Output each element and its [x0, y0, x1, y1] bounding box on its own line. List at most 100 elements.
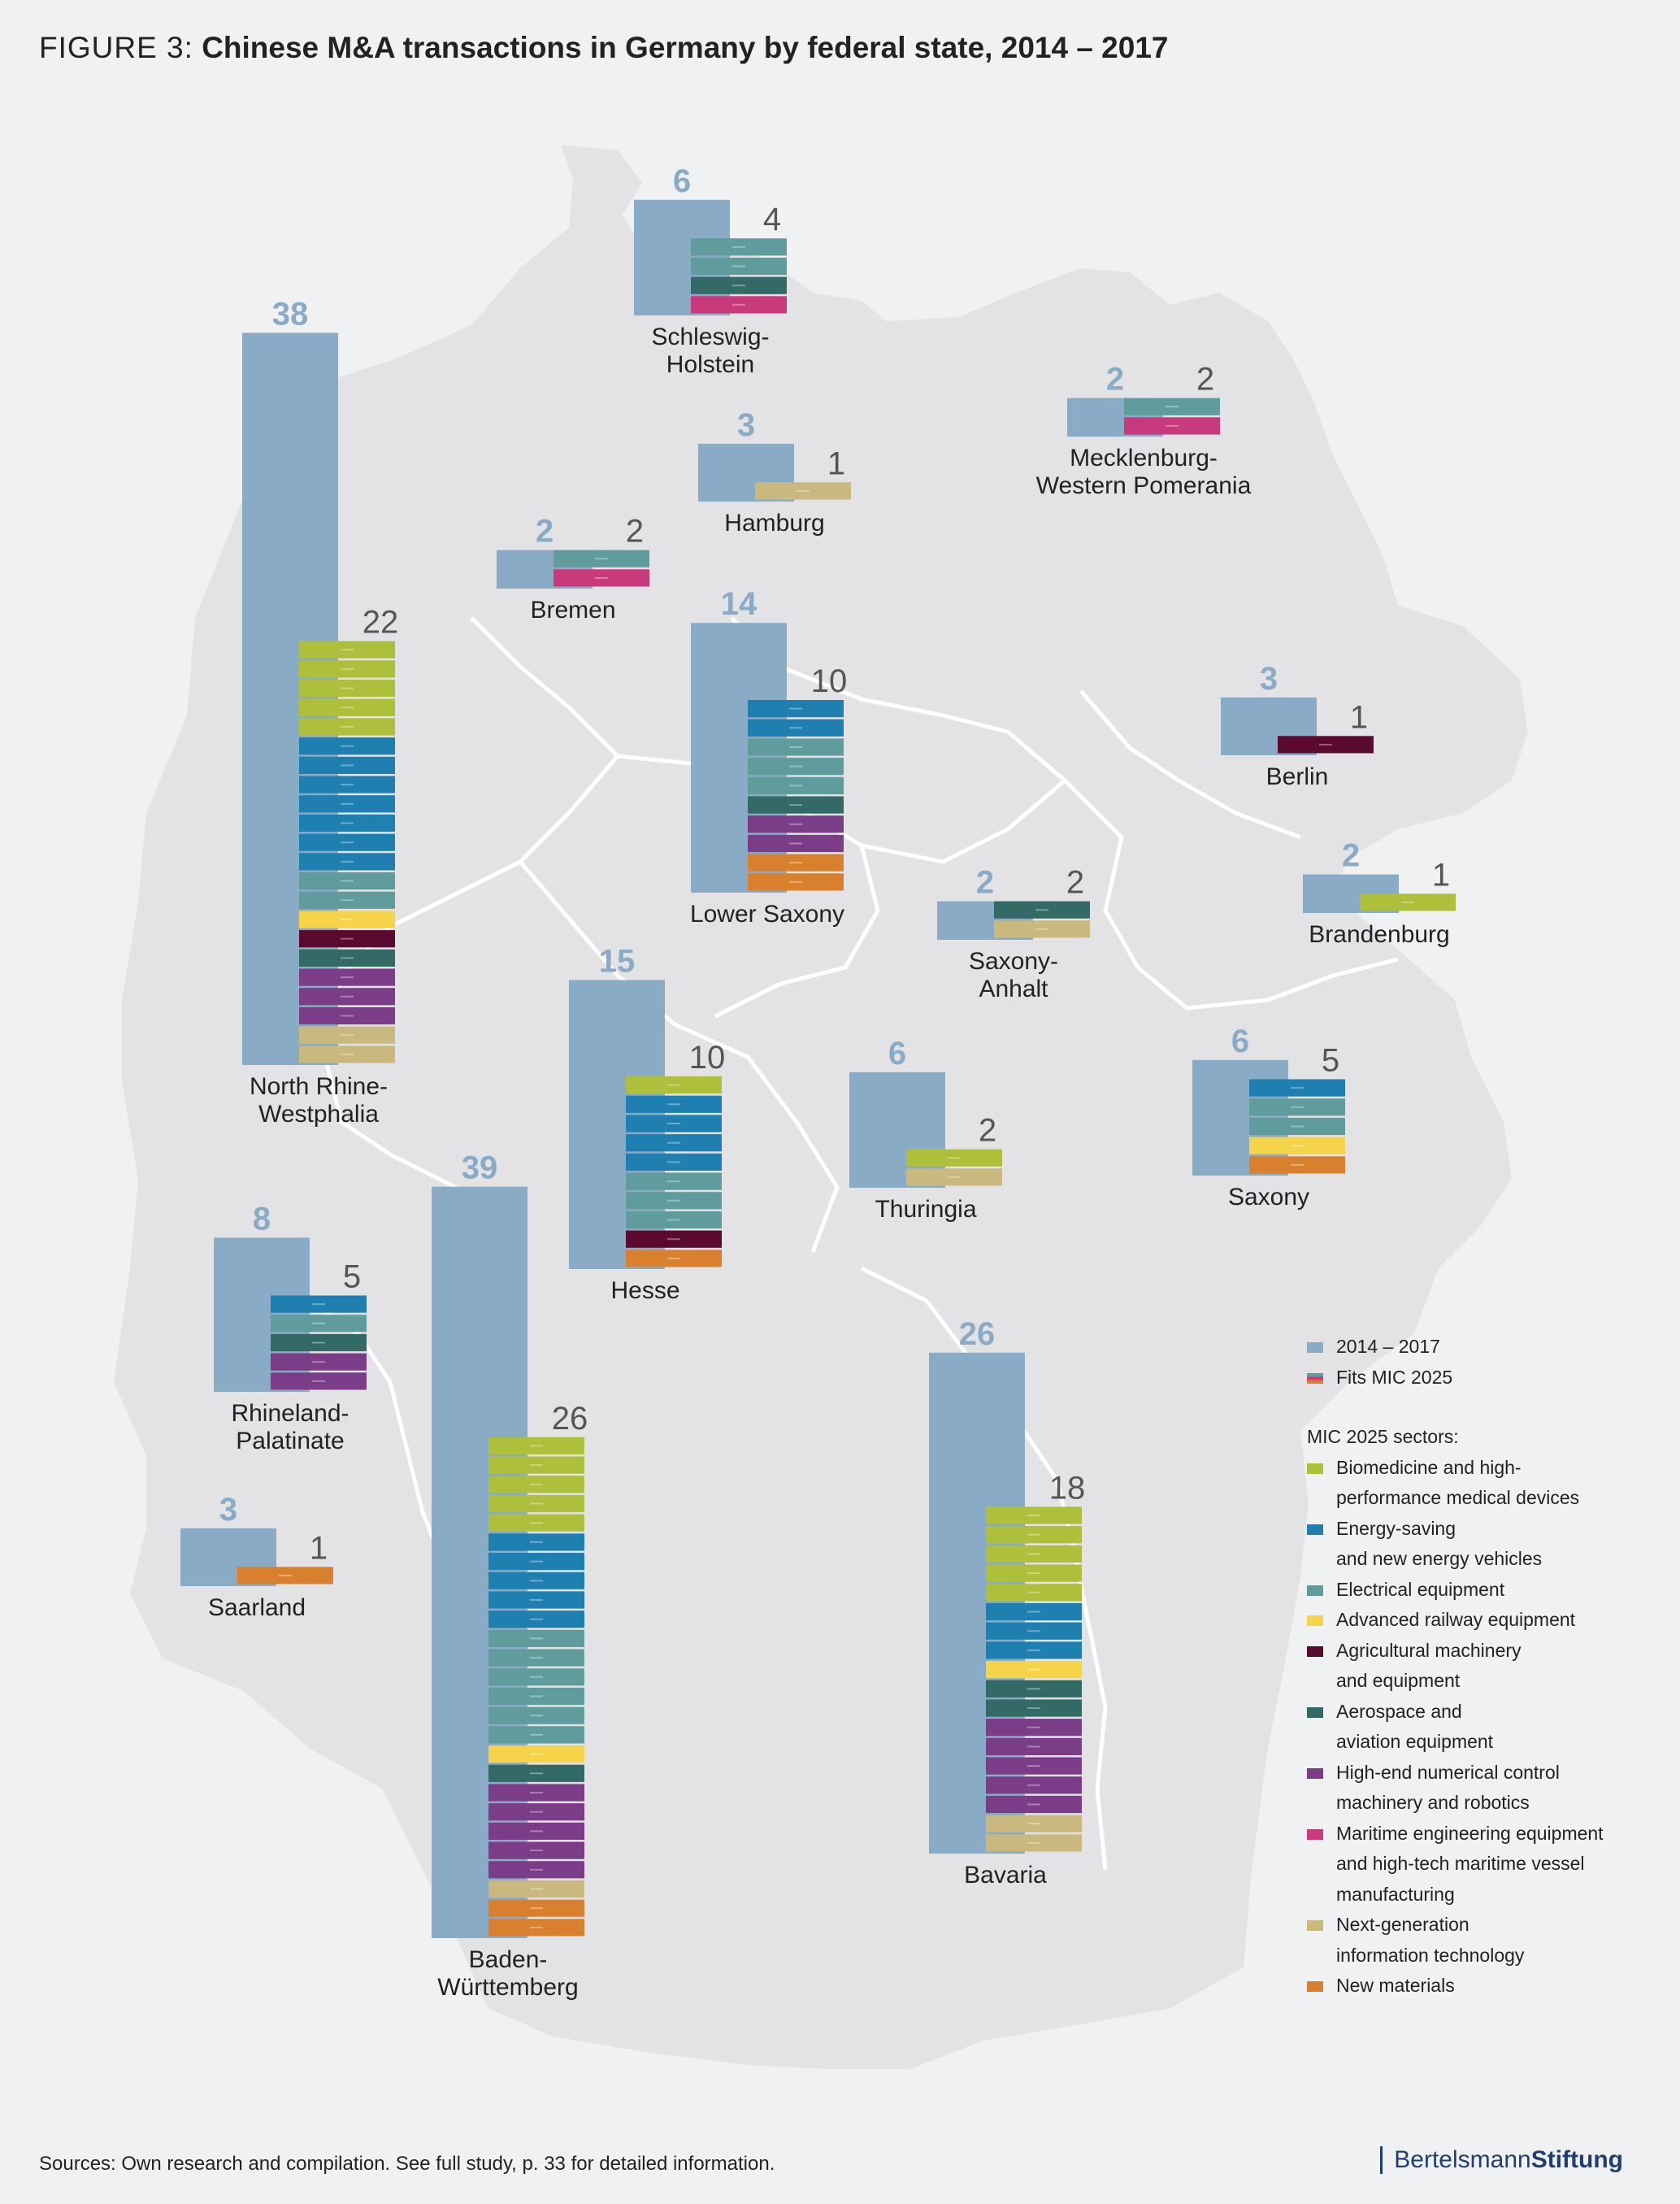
state-group-saxony: 6 5 Saxony	[1192, 1024, 1345, 1211]
mic-segment-electrical	[1249, 1117, 1345, 1136]
mic-value-bremen: 2	[626, 514, 644, 550]
mic-segment-it	[986, 1815, 1082, 1832]
state-label-mecklenburg-western-pomerania: Mecklenburg-Western Pomerania	[1036, 445, 1252, 499]
mic-segment-numerical	[986, 1776, 1082, 1794]
legend-fits-swatch	[1307, 1372, 1323, 1384]
mic-segment-energy	[488, 1591, 584, 1609]
mic-value-rhineland-palatinate: 5	[343, 1259, 361, 1295]
mic-value-saxony: 5	[1322, 1043, 1339, 1079]
mic-segment-energy	[299, 737, 395, 755]
mic-value-thuringia: 2	[979, 1113, 996, 1149]
legend-label-aerospace: Aerospace and aviation equipment	[1336, 1700, 1494, 1753]
total-value-baden-w-rttemberg: 39	[462, 1150, 498, 1186]
mic-segment-maritime	[1124, 417, 1220, 435]
mic-segment-aerospace	[299, 949, 395, 967]
mic-segment-materials	[626, 1250, 722, 1267]
bars-layer: 6 4 Schleswig-Holstein 2 2 Mecklenburg-Wester…	[180, 163, 1456, 2001]
state-label-saxony: Saxony	[1228, 1184, 1309, 1211]
legend-label-it: Next-generation information technology	[1336, 1914, 1525, 1966]
mic-segment-biomedicine	[299, 660, 395, 678]
mic-segment-railway	[488, 1745, 584, 1763]
mic-segment-aerospace	[986, 1699, 1082, 1717]
legend-label-maritime: Maritime engineering equipment and high-…	[1336, 1822, 1604, 1905]
legend-label-agricultural: Agricultural machinery and equipment	[1336, 1639, 1522, 1692]
mic-segment-materials	[488, 1899, 584, 1917]
state-label-schleswig-holstein: Schleswig-Holstein	[651, 324, 769, 378]
mic-segment-materials	[748, 873, 844, 891]
mic-segment-energy	[986, 1602, 1082, 1621]
legend-total-label: 2014 – 2017	[1336, 1336, 1440, 1357]
mic-value-lower-saxony: 10	[811, 663, 848, 699]
mic-segment-electrical	[626, 1172, 722, 1190]
mic-segment-energy	[626, 1095, 722, 1113]
total-value-saxony: 6	[1231, 1024, 1249, 1059]
mic-segment-agricultural	[299, 930, 395, 948]
state-label-north-rhine-westphalia: North Rhine-Westphalia	[250, 1073, 388, 1128]
legend-swatch-agricultural	[1307, 1645, 1323, 1657]
mic-segment-electrical	[691, 238, 787, 256]
legend-swatch-materials	[1307, 1981, 1323, 1992]
mic-segment-biomedicine	[906, 1149, 1002, 1167]
state-label-hamburg: Hamburg	[724, 510, 824, 537]
mic-segment-biomedicine	[986, 1526, 1082, 1544]
mic-segment-electrical	[626, 1192, 722, 1210]
mic-segment-biomedicine	[488, 1476, 584, 1493]
mic-segment-numerical	[986, 1795, 1082, 1814]
mic-segment-electrical	[1124, 398, 1220, 415]
state-group-saarland: 3 1 Saarland	[180, 1492, 333, 1621]
state-group-hesse: 15 10 Hesse	[569, 944, 726, 1304]
mic-segment-agricultural	[1278, 736, 1374, 754]
mic-segment-electrical	[748, 776, 844, 794]
mic-segment-aerospace	[488, 1764, 584, 1782]
mic-segment-biomedicine	[299, 641, 395, 659]
mic-value-hesse: 10	[689, 1040, 726, 1076]
mic-value-baden-w-rttemberg: 26	[552, 1401, 588, 1437]
mic-segment-energy	[986, 1641, 1082, 1659]
source-note: Sources: Own research and compilation. S…	[39, 2153, 775, 2175]
mic-segment-electrical	[626, 1211, 722, 1229]
mic-segment-it	[755, 482, 851, 500]
mic-value-schleswig-holstein: 4	[763, 202, 781, 237]
brand-part1: Bertelsmann	[1394, 2146, 1531, 2173]
state-group-saxony-anhalt: 2 2 Saxony-Anhalt	[937, 865, 1090, 1002]
figure-title-text: Chinese M&A transactions in Germany by f…	[202, 31, 1169, 64]
total-value-saarland: 3	[219, 1492, 237, 1528]
total-value-bavaria: 26	[959, 1316, 996, 1352]
mic-segment-biomedicine	[488, 1437, 584, 1454]
legend-fits-label: Fits MIC 2025	[1336, 1366, 1453, 1388]
mic-segment-biomedicine	[299, 698, 395, 716]
mic-segment-electrical	[488, 1668, 584, 1686]
brand-logo: BertelsmannStiftung	[1380, 2146, 1623, 2174]
state-label-saarland: Saarland	[208, 1594, 306, 1621]
state-group-north-rhine-westphalia: 38 22 North Rhine-Westphalia	[242, 296, 398, 1128]
state-group-lower-saxony: 14 10 Lower Saxony	[690, 586, 847, 928]
mic-segment-biomedicine	[488, 1514, 584, 1532]
legend-label-railway: Advanced railway equipment	[1336, 1609, 1576, 1630]
total-value-brandenburg: 2	[1342, 838, 1360, 874]
legend-item-electrical: Electrical equipment	[1307, 1575, 1665, 1606]
total-value-mecklenburg-western-pomerania: 2	[1106, 362, 1124, 398]
mic-segment-energy	[986, 1622, 1082, 1640]
mic-segment-numerical	[271, 1372, 367, 1390]
legend-label-materials: New materials	[1336, 1975, 1455, 1996]
legend-item-maritime: Maritime engineering equipment and high-…	[1307, 1819, 1665, 1911]
state-label-baden-w-rttemberg: Baden-Württemberg	[437, 1946, 578, 2001]
mic-segment-electrical	[488, 1687, 584, 1706]
mic-segment-it	[906, 1168, 1002, 1186]
total-value-thuringia: 6	[888, 1036, 906, 1072]
mic-segment-energy	[626, 1153, 722, 1171]
state-label-hesse: Hesse	[610, 1277, 679, 1304]
state-group-schleswig-holstein: 6 4 Schleswig-Holstein	[634, 163, 787, 378]
state-group-brandenburg: 2 1 Brandenburg	[1303, 838, 1456, 948]
mic-segment-numerical	[271, 1353, 367, 1371]
mic-segment-aerospace	[691, 276, 787, 294]
mic-segment-aerospace	[986, 1680, 1082, 1698]
mic-segment-agricultural	[626, 1230, 722, 1248]
mic-segment-aerospace	[271, 1333, 367, 1352]
mic-segment-energy	[488, 1571, 584, 1589]
legend-label-numerical: High-end numerical control machinery and…	[1336, 1761, 1560, 1814]
total-value-schleswig-holstein: 6	[673, 163, 691, 199]
mic-segment-maritime	[553, 569, 649, 587]
mic-segment-numerical	[748, 834, 844, 853]
